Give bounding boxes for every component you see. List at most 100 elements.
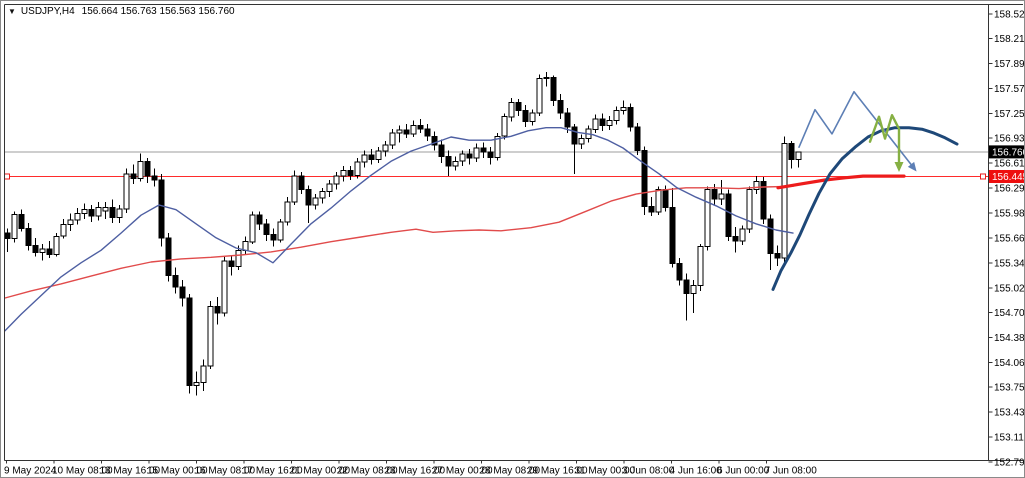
candle	[795, 151, 802, 160]
candle	[424, 128, 431, 137]
candle	[186, 297, 193, 386]
candle	[130, 173, 137, 180]
candle	[228, 260, 235, 268]
time-tick-label: 23 May 16:00	[385, 466, 446, 477]
time-tick-label: 7 Jun 08:00	[765, 466, 818, 477]
candle	[578, 138, 585, 145]
candle	[333, 175, 340, 185]
time-tick-label: 15 May 00:00	[147, 466, 208, 477]
candle	[655, 188, 662, 213]
candle	[746, 188, 753, 230]
candle	[760, 181, 767, 220]
candle	[403, 129, 410, 135]
candle	[67, 219, 74, 226]
candle	[620, 106, 627, 112]
candle	[109, 206, 116, 219]
candle	[18, 213, 25, 229]
time-tick-label: 16 May 08:00	[195, 466, 256, 477]
price-tick-label: 153.750	[994, 383, 1025, 394]
candle	[725, 193, 732, 237]
red-support-annotation[interactable]	[776, 174, 906, 190]
candle	[151, 175, 158, 181]
candle	[627, 106, 634, 128]
candle	[753, 181, 760, 190]
candle	[683, 279, 690, 294]
candle	[613, 110, 620, 122]
candle	[179, 286, 186, 299]
price-tag-label: 156.445	[992, 172, 1025, 183]
price-tick-label: 158.210	[994, 34, 1025, 45]
candle	[711, 188, 718, 200]
candle	[256, 214, 263, 225]
price-tick-label: 157.570	[994, 84, 1025, 95]
candle	[732, 235, 739, 242]
candle	[697, 245, 704, 286]
price-tick-label: 153.430	[994, 408, 1025, 419]
candle	[368, 154, 375, 161]
candle	[396, 129, 403, 134]
candle	[172, 274, 179, 288]
time-tick-label: 21 May 00:00	[290, 466, 351, 477]
price-tick-label: 156.295	[994, 184, 1025, 195]
candle	[214, 306, 221, 314]
candle	[718, 193, 725, 200]
time-tick-label: 22 May 08:00	[337, 466, 398, 477]
time-tick-label: 3 Jun 08:00	[622, 466, 675, 477]
candle	[235, 249, 242, 268]
red-moving-average	[4, 185, 794, 299]
candle	[767, 218, 774, 255]
candle	[592, 118, 599, 130]
price-tick-label: 154.705	[994, 308, 1025, 319]
candle	[571, 126, 578, 145]
candle	[438, 144, 445, 158]
projection-arrowhead[interactable]	[907, 161, 917, 172]
candle	[312, 197, 319, 206]
navy-curve-annotation[interactable]	[771, 126, 959, 291]
price-tick-label: 156.615	[994, 159, 1025, 170]
candle	[774, 252, 781, 259]
red-level-handle[interactable]	[980, 173, 986, 180]
time-tick-label: 9 May 2024	[4, 466, 57, 477]
time-tick-label: 17 May 16:00	[242, 466, 303, 477]
candle	[669, 206, 676, 265]
candle	[193, 381, 200, 386]
candle	[347, 170, 354, 176]
candle	[326, 183, 333, 193]
price-tick-label: 154.385	[994, 333, 1025, 344]
projection-zigzag-annotation[interactable]	[798, 90, 912, 166]
candle	[781, 142, 788, 259]
red-level-handle[interactable]	[4, 173, 10, 180]
candle	[739, 228, 746, 242]
price-tick-label: 155.340	[994, 258, 1025, 269]
candle	[340, 170, 347, 177]
price-tick-label: 157.890	[994, 59, 1025, 70]
candle	[291, 175, 298, 203]
candle	[704, 188, 711, 247]
candle	[557, 99, 564, 114]
candle	[4, 232, 11, 240]
candle	[361, 154, 368, 163]
candle	[263, 223, 270, 236]
time-tick-label: 6 Jun 00:00	[717, 466, 770, 477]
green-zigzag-annotation[interactable]	[868, 113, 900, 143]
symbol-dropdown-icon[interactable]: ▼	[8, 7, 16, 16]
candle	[662, 188, 669, 208]
candle	[543, 77, 550, 80]
candle	[25, 227, 32, 247]
time-tick-label: 13 May 16:00	[100, 466, 161, 477]
candle	[207, 306, 214, 367]
candle	[459, 153, 466, 162]
green-arrowhead[interactable]	[894, 162, 904, 173]
candle	[200, 365, 207, 383]
candle	[445, 156, 452, 167]
price-tick-label: 154.065	[994, 358, 1025, 369]
candle	[382, 144, 389, 152]
candle	[137, 160, 144, 180]
candle	[473, 147, 480, 159]
candle	[11, 213, 18, 240]
price-tick-label: 157.250	[994, 109, 1025, 120]
candle	[242, 241, 249, 251]
candle	[60, 224, 67, 237]
candle	[522, 110, 529, 122]
